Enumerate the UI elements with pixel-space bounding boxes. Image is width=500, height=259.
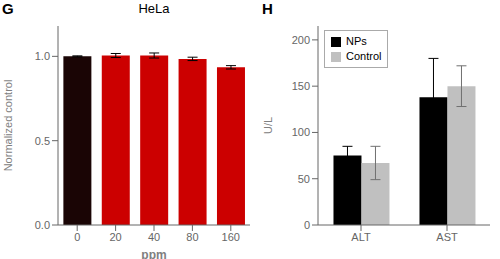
svg-text:1.0: 1.0	[35, 50, 50, 62]
svg-text:40: 40	[148, 231, 160, 243]
svg-text:0.0: 0.0	[35, 219, 50, 231]
svg-text:ALT: ALT	[351, 231, 371, 243]
svg-text:ppm: ppm	[141, 248, 166, 259]
svg-text:0: 0	[74, 231, 80, 243]
svg-text:U/L: U/L	[262, 117, 274, 134]
svg-text:150: 150	[292, 80, 310, 92]
html-text:HeLa: HeLa	[138, 1, 170, 16]
svg-text:0.5: 0.5	[35, 135, 50, 147]
html-text:NPs: NPs	[346, 35, 367, 47]
html-text:Control: Control	[346, 50, 382, 62]
svg-text:0: 0	[304, 219, 310, 231]
svg-text:160: 160	[222, 231, 240, 243]
svg-text:100: 100	[292, 126, 310, 138]
svg-text:80: 80	[186, 231, 198, 243]
svg-text:50: 50	[298, 173, 310, 185]
svg-text:20: 20	[109, 231, 121, 243]
svg-text:AST: AST	[436, 231, 458, 243]
html-text:H: H	[262, 0, 273, 17]
svg-text:200: 200	[292, 34, 310, 46]
html-text:G: G	[2, 0, 14, 17]
svg-text:Normalized control: Normalized control	[8, 80, 14, 172]
